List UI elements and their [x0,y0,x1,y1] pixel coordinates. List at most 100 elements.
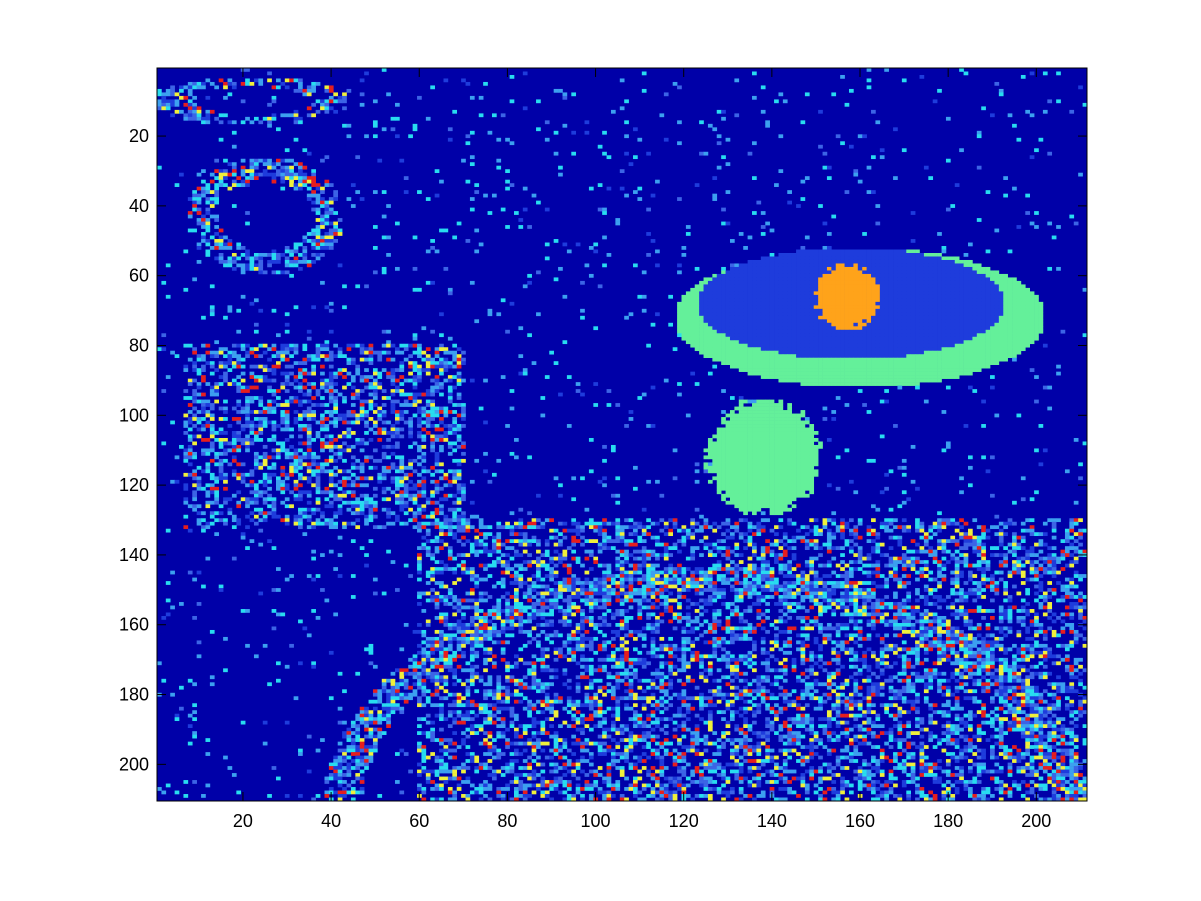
heatmap-cell [315,420,321,425]
heatmap-cell [994,287,1000,292]
heatmap-cell [835,291,841,296]
heatmap-cell [196,410,202,414]
heatmap-cell [201,120,206,125]
heatmap-cell [778,364,784,369]
heatmap-cell [218,137,224,142]
heatmap-cell [443,406,449,411]
heatmap-cell [196,420,202,425]
heatmap-cell [641,270,647,275]
heatmap-cell [346,444,352,449]
heatmap-cell [209,448,215,453]
heatmap-cell [800,350,806,355]
heatmap-cell [707,448,713,453]
heatmap-cell [443,78,449,83]
heatmap-cell [800,413,806,418]
heatmap-cell [1025,319,1030,324]
heatmap-cell [302,92,308,97]
heatmap-cell [619,186,625,191]
heatmap-cell [937,329,942,334]
heatmap-cell [778,280,784,285]
heatmap-cell [712,176,718,180]
heatmap-cell [685,336,691,341]
heatmap-cell [756,319,762,324]
heatmap-cell [787,308,792,313]
heatmap-cell [721,361,726,365]
heatmap-cell [954,298,960,303]
heatmap-cell [183,364,189,369]
heatmap-cell [205,399,211,404]
heatmap-cell [703,308,709,313]
heatmap-cell [822,329,828,334]
heatmap-cell [910,301,916,306]
heatmap-cell [461,350,466,355]
heatmap-cell [240,343,246,348]
heatmap-cell [192,113,197,118]
heatmap-cell [712,273,718,278]
heatmap-cell [284,437,290,442]
heatmap-cell [320,371,325,376]
heatmap-cell [809,322,815,327]
heatmap-cell [677,326,682,331]
heatmap-cell [875,368,881,372]
heatmap-cell [804,315,810,320]
heatmap-cell [355,155,361,160]
heatmap-cell [196,172,202,177]
heatmap-cell [183,343,189,348]
heatmap-cell [752,371,757,376]
heatmap-cell [399,403,405,407]
heatmap-cell [831,270,837,275]
heatmap-cell [888,350,894,355]
heatmap-cell [782,315,788,320]
heatmap-cell [289,183,294,187]
heatmap-cell [1029,319,1035,324]
heatmap-cell [729,357,735,362]
heatmap-cell [443,437,449,442]
heatmap-cell [253,322,259,327]
heatmap-cell [848,357,854,362]
heatmap-cell [884,305,889,310]
heatmap-cell [205,410,211,414]
heatmap-cell [756,343,762,348]
heatmap-cell [324,403,330,407]
heatmap-cell [227,81,233,86]
heatmap-cell [901,277,907,282]
heatmap-cell [1042,343,1048,348]
heatmap-cell [782,259,788,264]
heatmap-cell [443,413,449,418]
heatmap-cell [377,371,383,376]
heatmap-cell [985,336,991,341]
heatmap-cell [280,176,286,180]
heatmap-cell [928,343,934,348]
heatmap-cell [430,239,435,243]
heatmap-cell [963,259,969,264]
heatmap-cell [875,333,881,338]
heatmap-cell [835,347,841,352]
heatmap-cell [791,277,797,282]
heatmap-cell [333,396,339,400]
heatmap-cell [716,322,722,327]
heatmap-cell [778,361,784,365]
heatmap-cell [800,444,806,449]
heatmap-cell [430,364,435,369]
heatmap-cell [747,284,753,289]
heatmap-cell [932,371,938,376]
heatmap-cell [831,361,837,365]
heatmap-cell [765,308,770,313]
heatmap-cell [359,357,365,362]
heatmap-cell [187,106,193,111]
heatmap-cell [893,270,898,275]
heatmap-cell [324,102,330,107]
heatmap-cell [231,441,237,446]
heatmap-cell [857,298,863,303]
heatmap-cell [201,186,206,191]
heatmap-cell [734,298,740,303]
heatmap-cell [218,253,224,257]
heatmap-cell [778,291,784,296]
heatmap-cell [1003,329,1008,334]
heatmap-cell [170,113,175,118]
heatmap-cell [835,273,841,278]
heatmap-cell [835,354,841,359]
heatmap-cell [214,399,220,404]
heatmap-cell [893,287,898,292]
heatmap-cell [990,361,995,365]
